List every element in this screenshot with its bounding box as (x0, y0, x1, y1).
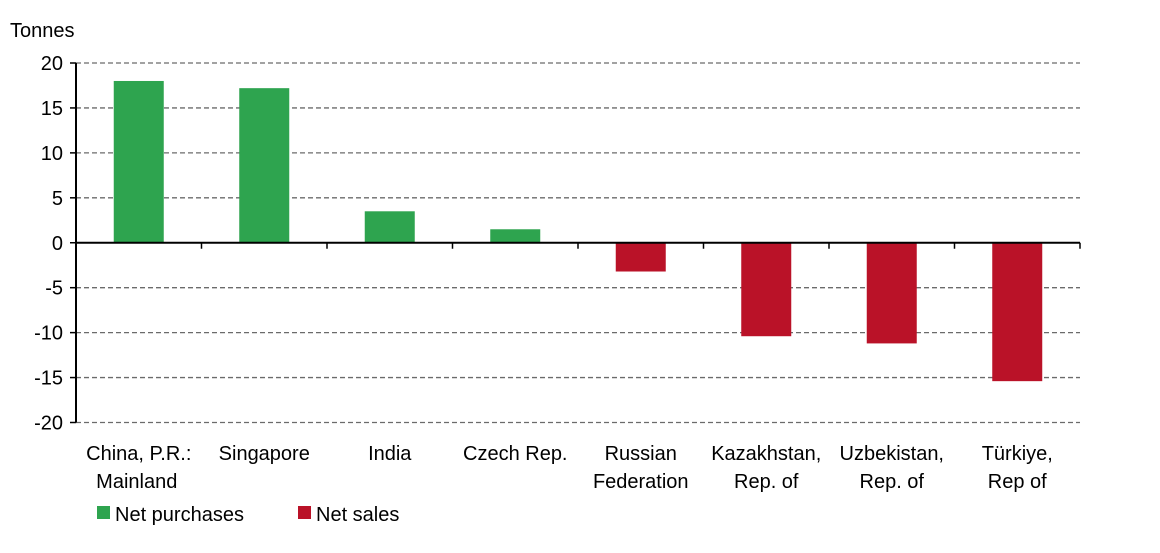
x-tick-label: Singapore (219, 443, 310, 465)
bar (239, 88, 290, 243)
x-tick-label: China, P.R.: (86, 443, 191, 465)
bar (866, 242, 917, 344)
x-tick-label: Uzbekistan, (840, 443, 945, 465)
bar (113, 80, 164, 243)
axes (70, 62, 1081, 424)
y-tick-label: -10 (34, 323, 63, 345)
y-tick-label: 0 (52, 233, 63, 255)
bar (615, 242, 666, 272)
x-tick-label: Czech Rep. (463, 443, 568, 465)
x-tick-label: Federation (593, 471, 689, 493)
bar (992, 242, 1043, 382)
legend-label: Net sales (316, 504, 399, 526)
bar (490, 229, 541, 243)
legend: Net purchases Net sales (97, 504, 399, 526)
x-tick-labels: China, P.R.: Mainland Singapore India Czech … (86, 443, 1053, 493)
y-tick-label: 10 (41, 143, 63, 165)
legend-label: Net purchases (115, 504, 244, 526)
y-tick-label: 5 (52, 188, 63, 210)
y-axis-label: Tonnes (10, 20, 75, 42)
x-tick-label: Kazakhstan, (711, 443, 821, 465)
legend-swatch (298, 506, 311, 519)
y-tick-label: -5 (45, 278, 63, 300)
y-tick-label: -20 (34, 413, 63, 435)
x-tick-label: Rep of (988, 471, 1047, 493)
x-tick-label: Rep. of (860, 471, 925, 493)
y-tick-label: 15 (41, 98, 63, 120)
bar (741, 242, 792, 337)
x-tick-label: Mainland (96, 471, 177, 493)
y-tick-label: -15 (34, 368, 63, 390)
y-tick-labels: 20 15 10 5 0 -5 -10 -15 -20 (34, 53, 63, 435)
legend-swatch (97, 506, 110, 519)
x-tick-label: Türkiye, (982, 443, 1053, 465)
y-tick-label: 20 (41, 53, 63, 75)
x-tick-label: India (368, 443, 412, 465)
x-tick-label: Rep. of (734, 471, 799, 493)
bar (364, 211, 415, 243)
x-tick-label: Russian (605, 443, 677, 465)
bars (113, 80, 1043, 382)
